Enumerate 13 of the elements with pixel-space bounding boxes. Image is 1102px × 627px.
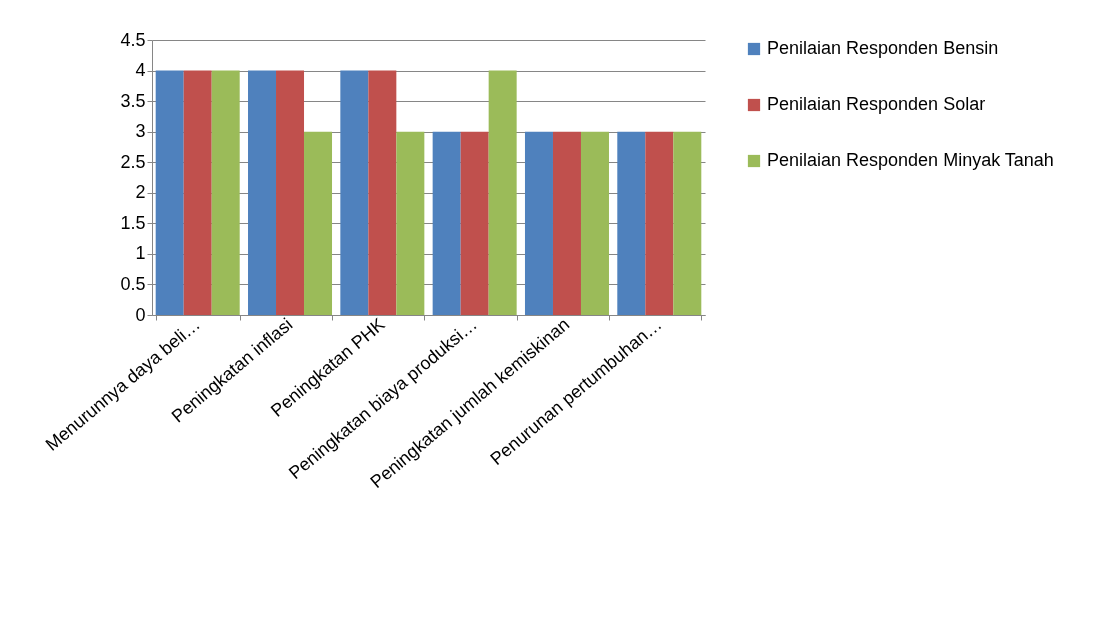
y-tick-label: 4 [135, 60, 146, 81]
legend-label: Penilaian Responden Bensin [767, 38, 999, 58]
y-tick-label: 1 [135, 243, 146, 264]
y-tick-label: 1.5 [120, 212, 146, 233]
y-tick-label: 0 [135, 304, 146, 325]
y-tick-label: 3.5 [120, 90, 146, 111]
legend-label: Penilaian Responden Solar [767, 94, 986, 114]
y-tick-label: 0.5 [120, 273, 146, 294]
y-tick-label: 3 [135, 121, 146, 142]
legend-label: Penilaian Responden Minyak Tanah [767, 150, 1054, 170]
y-tick-label: 2 [135, 182, 146, 203]
y-tick-label: 4.5 [120, 29, 146, 50]
y-tick-label: 2.5 [120, 151, 146, 172]
